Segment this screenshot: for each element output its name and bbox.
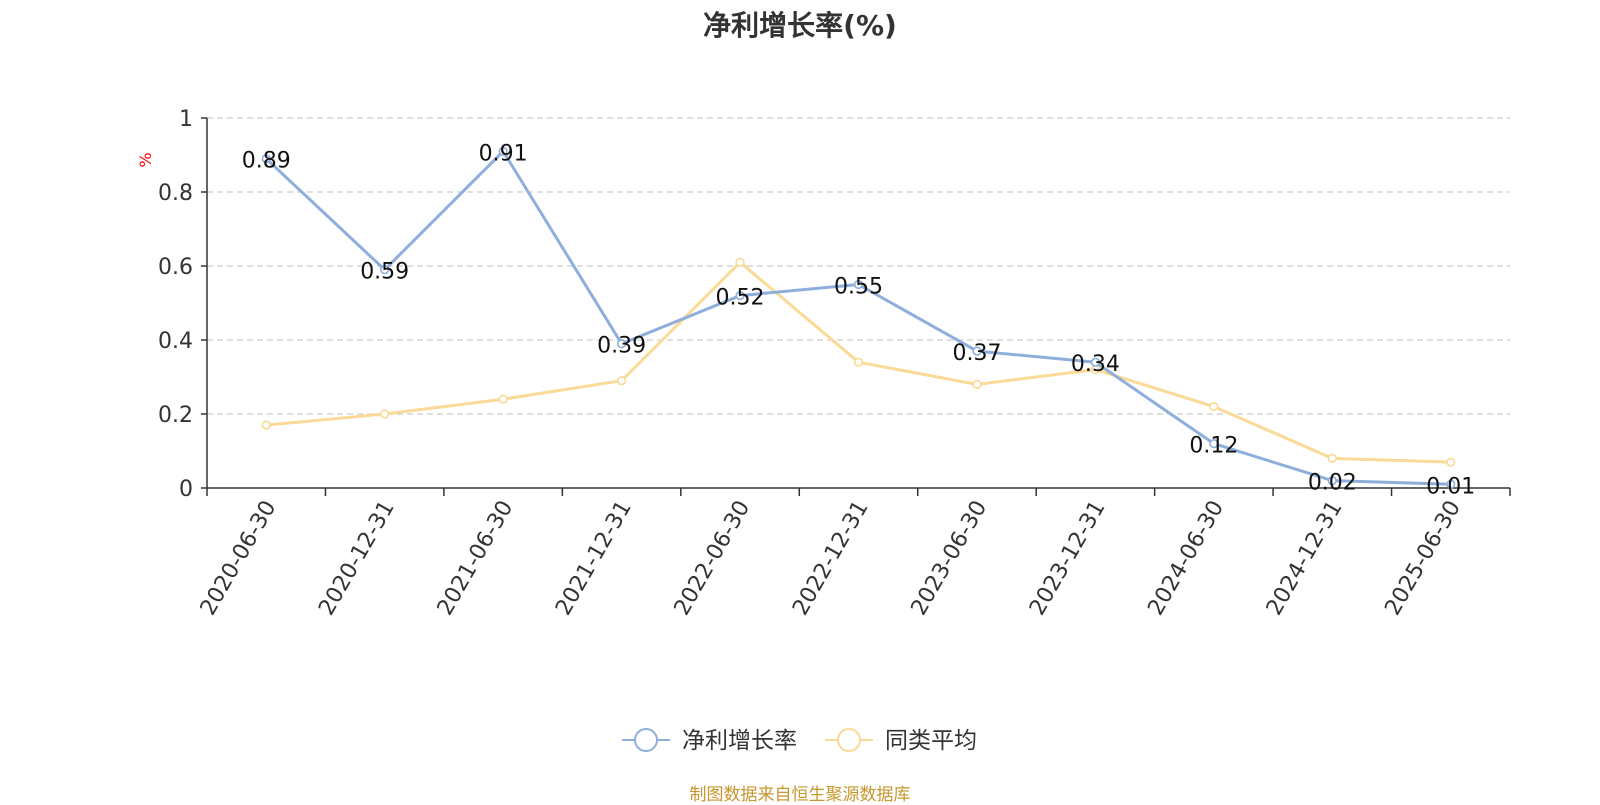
- data-point: [261, 420, 271, 430]
- data-point: [498, 146, 508, 156]
- legend-marker: [837, 728, 861, 752]
- data-label: 0.02: [1308, 471, 1357, 496]
- x-tick-label: 2024-12-31: [1262, 497, 1348, 620]
- data-point: [380, 265, 390, 275]
- x-tick-label: 2025-06-30: [1380, 497, 1466, 620]
- x-tick-label: 2021-12-31: [551, 497, 637, 620]
- data-point: [498, 394, 508, 404]
- data-point: [1446, 457, 1456, 467]
- data-point: [1327, 476, 1337, 486]
- source-note: 制图数据来自恒生聚源数据库: [689, 785, 911, 805]
- line-chart: 0 0.2 0.4 0.6 0.8 1% 2020-06-30 2020-12-31 2021-…: [136, 107, 1511, 754]
- data-point: [616, 376, 627, 386]
- data-point: [853, 357, 864, 367]
- data-label: 0.89: [242, 149, 291, 174]
- data-labels: 0.89 0.59 0.91 0.39 0.52 0.55 0.37 0.34 0.12 0.02…: [242, 141, 1476, 499]
- data-label: 0.39: [597, 334, 646, 359]
- y-tick-label: 0.4: [158, 329, 193, 354]
- data-label: 0.55: [834, 275, 883, 300]
- data-label: 0.52: [716, 286, 765, 311]
- series-line: [265, 149, 1451, 486]
- x-tick-label: 2023-06-30: [907, 497, 993, 620]
- x-tick-label: 2022-06-30: [670, 497, 756, 620]
- series-lines: [261, 146, 1456, 489]
- legend: 净利增长率 同类平均: [622, 728, 977, 754]
- data-label: 0.34: [1071, 352, 1120, 377]
- data-point: [261, 154, 271, 164]
- chart-title: 净利增长率(%): [703, 9, 897, 42]
- x-tick-label: 2023-12-31: [1025, 497, 1111, 620]
- data-label: 0.91: [479, 141, 528, 166]
- legend-marker: [634, 728, 658, 752]
- data-label: 0.37: [952, 341, 1001, 366]
- data-point: [380, 409, 390, 419]
- legend-label: 净利增长率: [682, 728, 797, 754]
- y-axis-unit: %: [136, 152, 155, 167]
- x-tick-label: 2024-06-30: [1143, 497, 1229, 620]
- x-tick-label: 2020-12-31: [314, 497, 400, 620]
- axes: 0 0.2 0.4 0.6 0.8 1% 2020-06-30 2020-12-31 2021-…: [136, 107, 1511, 620]
- data-label: 0.12: [1189, 434, 1238, 459]
- data-point: [972, 346, 982, 356]
- data-point: [1327, 453, 1337, 464]
- y-tick-label: 0.6: [158, 255, 193, 280]
- data-point: [1209, 402, 1219, 412]
- x-tick-label: 2022-12-31: [788, 497, 874, 620]
- legend-label: 同类平均: [885, 728, 977, 754]
- y-tick-label: 0: [179, 477, 193, 502]
- data-point: [1209, 439, 1219, 449]
- data-point: [853, 279, 864, 290]
- data-label: 0.59: [360, 260, 409, 285]
- data-point: [972, 379, 982, 390]
- data-point: [735, 257, 745, 267]
- y-tick-label: 1: [179, 107, 193, 132]
- data-point: [1090, 357, 1101, 367]
- data-point: [1446, 479, 1456, 489]
- data-point: [735, 291, 745, 301]
- x-tick-label: 2021-06-30: [433, 497, 519, 620]
- y-tick-label: 0.2: [158, 403, 193, 428]
- data-point: [616, 339, 627, 349]
- data-label: 0.01: [1426, 474, 1475, 499]
- y-tick-label: 0.8: [158, 181, 193, 206]
- gridlines: [207, 117, 1510, 415]
- x-tick-label: 2020-06-30: [196, 497, 282, 620]
